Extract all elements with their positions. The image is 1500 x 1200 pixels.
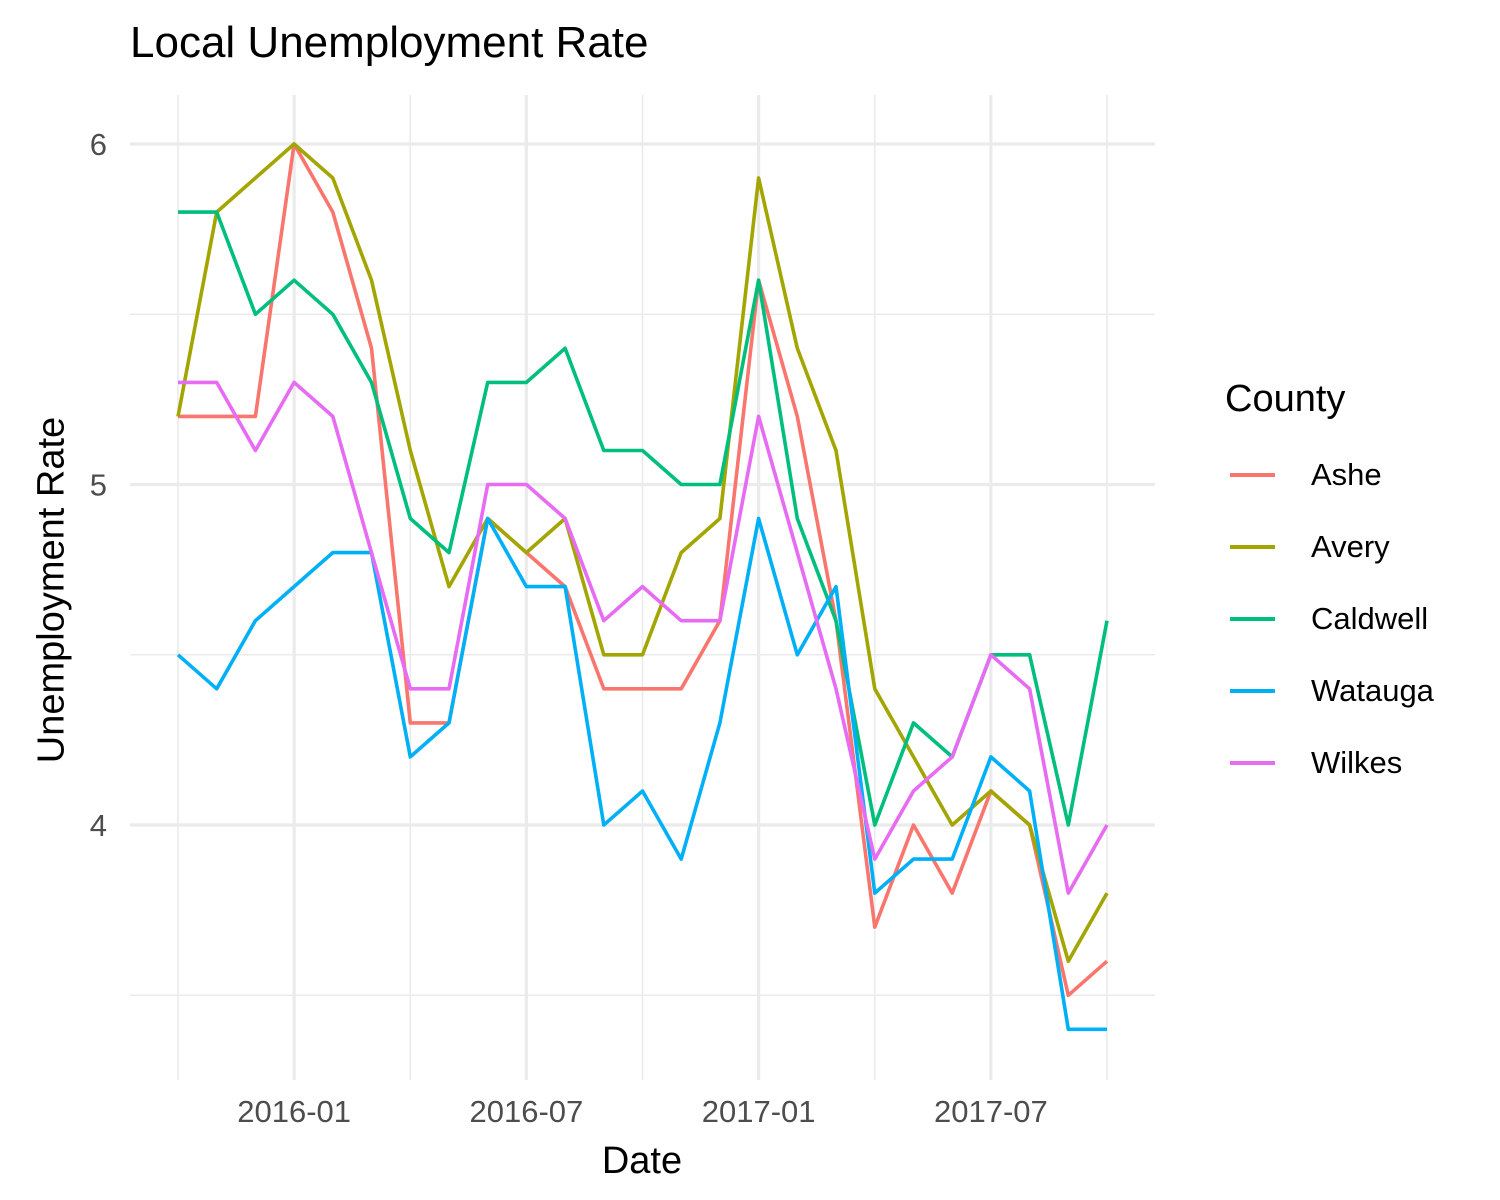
grid-major [130, 95, 1155, 1080]
legend-item-avery: Avery [1225, 511, 1434, 583]
legend-item-wilkes: Wilkes [1225, 727, 1434, 799]
series-lines [176, 142, 1109, 1032]
legend-title: County [1225, 378, 1346, 420]
legend-label: Ashe [1311, 457, 1382, 492]
legend-label: Caldwell [1311, 601, 1429, 636]
y-tick-label: 5 [90, 468, 107, 503]
legend-label: Wilkes [1311, 745, 1403, 780]
legend: County Ashe Avery Caldwell Watauga Wilkes [1225, 378, 1434, 799]
legend-key [1230, 473, 1275, 477]
series-line-wilkes [178, 380, 1109, 895]
x-axis-title: Date [601, 1140, 683, 1182]
legend-key [1230, 545, 1275, 549]
x-tick-label: 2016-07 [469, 1094, 583, 1129]
legend-key [1230, 761, 1275, 765]
legend-label: Avery [1311, 529, 1390, 564]
x-tick-labels: 2016-01 2016-07 2017-01 2017-07 [237, 1094, 1048, 1129]
y-tick-labels: 4 5 6 [90, 127, 107, 843]
chart-title: Local Unemployment Rate [130, 18, 649, 67]
legend-key [1230, 617, 1275, 621]
x-tick-label: 2017-07 [934, 1094, 1048, 1129]
legend-label: Watauga [1311, 673, 1434, 708]
y-tick-label: 6 [90, 127, 107, 162]
legend-key [1230, 689, 1275, 693]
x-tick-label: 2016-01 [237, 1094, 351, 1129]
y-axis-title: Unemployment Rate [30, 416, 73, 764]
legend-item-caldwell: Caldwell [1225, 583, 1434, 655]
legend-items: Ashe Avery Caldwell Watauga Wilkes [1225, 439, 1434, 799]
series-line-ashe [178, 142, 1109, 998]
y-tick-label: 4 [90, 808, 107, 843]
legend-item-watauga: Watauga [1225, 655, 1434, 727]
legend-item-ashe: Ashe [1225, 439, 1434, 511]
series-line-avery [176, 142, 1109, 964]
x-tick-label: 2017-01 [702, 1094, 816, 1129]
series-line-watauga [176, 516, 1107, 1032]
